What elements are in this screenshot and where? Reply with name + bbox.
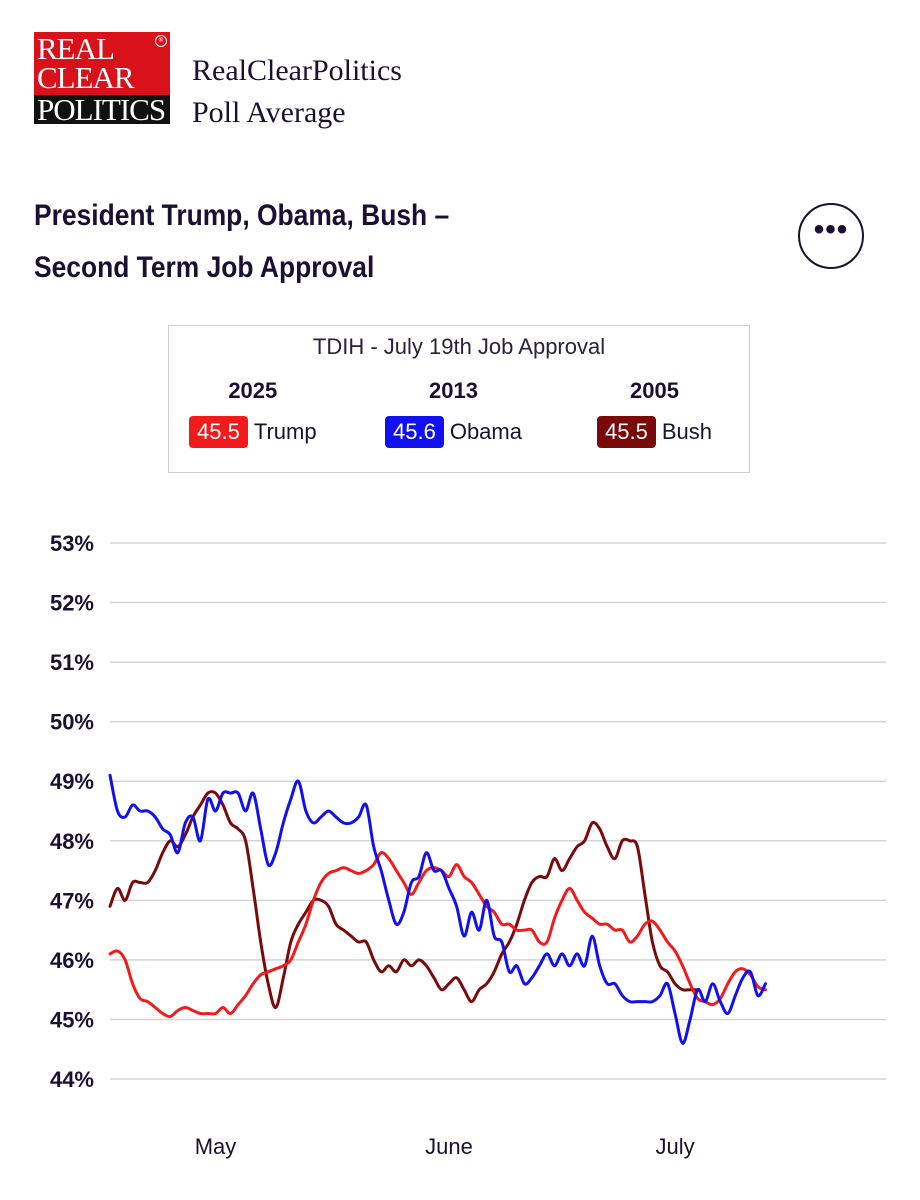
legend-value-badge: 45.5 xyxy=(597,416,656,448)
approval-line-chart: 53% 52% 51% 50% 49% 48% 47% 46% 45% 44% May June Ju… xyxy=(50,531,886,1159)
approval-legend: TDIH - July 19th Job Approval 2025 45.5 … xyxy=(168,325,750,473)
y-tick-label: 51% xyxy=(50,650,94,675)
y-tick-label: 47% xyxy=(50,888,94,913)
rcp-logo: REAL CLEAR POLITICS ® xyxy=(34,31,170,127)
more-horizontal-icon: ••• xyxy=(813,213,849,246)
chart-series xyxy=(108,773,767,1045)
legend-value-badge: 45.6 xyxy=(385,416,444,448)
y-tick-label: 52% xyxy=(50,591,94,616)
x-tick-label: June xyxy=(425,1134,473,1159)
legend-title: TDIH - July 19th Job Approval xyxy=(312,334,606,359)
brand-name: RealClearPolitics Poll Average xyxy=(192,50,402,134)
brand-line-2: Poll Average xyxy=(192,96,346,129)
y-tick-label: 49% xyxy=(50,769,94,794)
x-tick-label: July xyxy=(655,1134,694,1159)
brand-line-1: RealClearPolitics xyxy=(192,54,402,87)
logo-black-block xyxy=(34,95,170,124)
legend-year: 2013 xyxy=(429,378,478,403)
chart-title-line-2: Second Term Job Approval xyxy=(34,251,375,284)
legend-name: Trump xyxy=(253,419,317,444)
series-line-obama xyxy=(108,773,767,1045)
y-tick-label: 53% xyxy=(50,531,94,556)
legend-entry-trump: 2025 45.5 Trump xyxy=(189,378,317,448)
chart-title: President Trump, Obama, Bush – Second Te… xyxy=(34,190,580,294)
series-line-bush xyxy=(108,790,700,1010)
y-tick-label: 46% xyxy=(50,948,94,973)
legend-year: 2025 xyxy=(228,378,278,403)
logo-word-real: REAL xyxy=(37,31,115,66)
legend-entry-bush: 2005 45.5 Bush xyxy=(597,378,712,448)
legend-name: Obama xyxy=(449,419,522,444)
legend-entry-obama: 2013 45.6 Obama xyxy=(385,378,522,448)
y-tick-label: 50% xyxy=(50,710,94,735)
logo-word-clear: CLEAR xyxy=(37,60,135,95)
logo-word-politics: POLITICS xyxy=(37,92,166,127)
y-tick-label: 48% xyxy=(50,829,94,854)
series-line-trump xyxy=(108,851,767,1019)
more-options-button[interactable]: ••• xyxy=(798,203,864,269)
legend-value-badge: 45.5 xyxy=(189,416,248,448)
x-axis-ticks: May June July xyxy=(195,1134,695,1159)
logo-trademark: ® xyxy=(155,35,167,47)
y-tick-label: 44% xyxy=(50,1067,94,1092)
chart-title-line-1: President Trump, Obama, Bush – xyxy=(34,199,450,232)
logo-red-block xyxy=(34,32,170,95)
x-tick-label: May xyxy=(195,1134,237,1159)
y-axis-ticks: 53% 52% 51% 50% 49% 48% 47% 46% 45% 44% xyxy=(50,531,94,1092)
y-tick-label: 45% xyxy=(50,1007,94,1032)
legend-year: 2005 xyxy=(630,378,679,403)
legend-name: Bush xyxy=(661,419,712,444)
